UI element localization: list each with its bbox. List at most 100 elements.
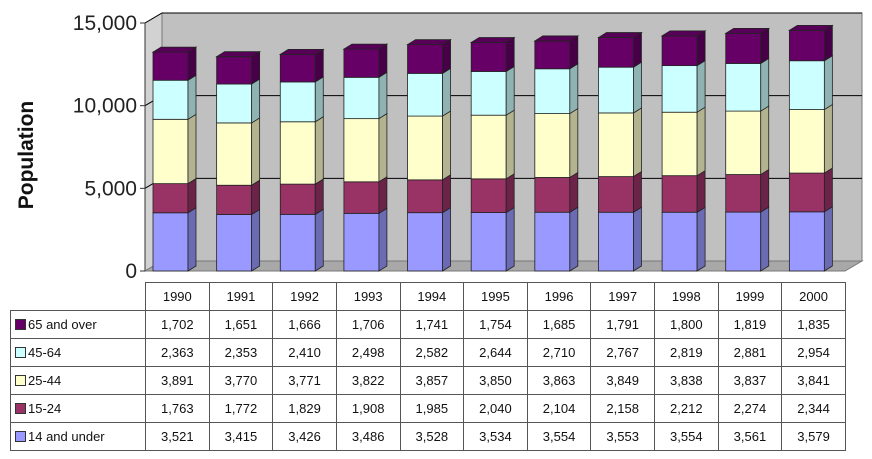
bar-segment (597, 31, 643, 68)
bar-segment (534, 206, 579, 272)
data-label: 1,651 (208, 310, 274, 339)
data-label: 3,849 (590, 366, 655, 395)
y-axis: 0 5,000 10,000 15,000 (73, 12, 146, 282)
bar-segment (470, 206, 515, 272)
gridline (144, 12, 163, 24)
legend-label: 15-24 (28, 401, 62, 416)
data-label: 3,534 (463, 422, 528, 451)
bar-segment (216, 78, 261, 124)
bar-segment (216, 208, 261, 272)
data-label: 3,891 (145, 366, 210, 395)
x-tick-label: 1993 (335, 282, 401, 311)
bar-segment (152, 177, 197, 214)
bar-segment (598, 170, 642, 213)
bar-segment (725, 57, 770, 112)
data-label: 2,881 (717, 338, 783, 367)
bar-segment (598, 206, 642, 272)
data-label: 2,104 (526, 394, 592, 423)
bar-segment (152, 113, 197, 185)
data-label: 2,344 (781, 394, 846, 423)
data-label: 2,644 (463, 338, 528, 367)
bar-segment (407, 67, 451, 117)
bar-segment (725, 105, 770, 176)
legend-swatch (15, 431, 26, 442)
bar-segment (725, 168, 770, 213)
data-label: 1,829 (272, 394, 337, 423)
data-label: 1,772 (208, 394, 274, 423)
legend-entry: 25-44 (10, 366, 146, 395)
bar-segment (152, 74, 197, 121)
bar-segment (788, 167, 833, 213)
bar-segment (279, 178, 324, 216)
data-label: 1,666 (272, 310, 337, 339)
bar-segment (534, 171, 579, 213)
bar-segment (406, 38, 452, 75)
bar-segment (598, 107, 642, 178)
bar-segment (407, 110, 451, 181)
data-label: 3,561 (717, 422, 783, 451)
bar-segment (661, 59, 706, 113)
data-label: 2,040 (463, 394, 528, 423)
data-label: 3,838 (654, 366, 719, 395)
table-row: 65 and over 1,702 1,651 1,666 1,706 1,741 1,75… (10, 310, 846, 339)
bar-segment (533, 35, 580, 70)
table-row: 45-64 2,363 2,353 2,410 2,498 2,582 2,644 2,710… (10, 338, 846, 367)
data-label: 2,954 (781, 338, 846, 367)
data-label: 1,908 (335, 394, 401, 423)
data-label: 1,754 (463, 310, 528, 339)
bar-segment (279, 76, 324, 123)
data-label: 2,710 (526, 338, 592, 367)
bar-segment (470, 109, 515, 180)
bar-segment (661, 169, 706, 213)
bar-segment (660, 30, 707, 67)
bar-segment (279, 208, 324, 272)
bar-segment (470, 65, 515, 116)
x-tick-label: 2000 (781, 282, 846, 311)
data-label: 3,553 (590, 422, 655, 451)
data-label: 1,763 (145, 394, 210, 423)
data-label: 3,850 (463, 366, 528, 395)
data-label: 2,410 (272, 338, 337, 367)
data-label: 2,363 (145, 338, 210, 367)
data-label: 3,857 (399, 366, 465, 395)
data-label: 2,274 (717, 394, 783, 423)
bar-segment (407, 206, 451, 272)
x-tick-label: 1994 (399, 282, 465, 311)
data-label: 3,863 (526, 366, 592, 395)
data-label: 3,822 (335, 366, 401, 395)
bar-segment (788, 55, 833, 111)
bar-segment (216, 117, 261, 186)
legend-label: 25-44 (28, 373, 62, 388)
data-label: 2,582 (399, 338, 465, 367)
x-tick-label: 1999 (717, 282, 783, 311)
legend-swatch (15, 347, 26, 358)
data-label: 3,426 (272, 422, 337, 451)
data-label: 1,702 (145, 310, 210, 339)
data-label: 2,498 (335, 338, 401, 367)
bar-segment (216, 179, 261, 216)
bar-segment (788, 103, 833, 174)
bar-segment (151, 46, 198, 81)
legend-label: 45-64 (28, 345, 62, 360)
x-tick-label: 1998 (654, 282, 719, 311)
legend-label: 14 and under (28, 429, 105, 444)
data-label: 1,985 (399, 394, 465, 423)
table-row: 15-24 1,763 1,772 1,829 1,908 1,985 2,040 2,104… (10, 394, 846, 423)
bar-segment (407, 174, 451, 214)
legend-swatch (15, 375, 26, 386)
data-label: 3,841 (781, 366, 846, 395)
bar-segment (343, 176, 388, 215)
data-label: 3,486 (335, 422, 401, 451)
data-label: 3,415 (208, 422, 274, 451)
table-corner (11, 283, 146, 311)
data-label: 1,685 (526, 310, 592, 339)
stacked-bar-chart: 0 5,000 10,000 15,000 Population (15, 12, 864, 282)
bar-segment (725, 206, 770, 272)
bar-segment (534, 63, 579, 115)
data-label: 1,741 (399, 310, 465, 339)
bar-segment (215, 50, 262, 85)
bar-segment (343, 71, 388, 120)
bar-segment (598, 61, 642, 114)
legend-swatch (15, 403, 26, 414)
data-label: 3,521 (145, 422, 210, 451)
